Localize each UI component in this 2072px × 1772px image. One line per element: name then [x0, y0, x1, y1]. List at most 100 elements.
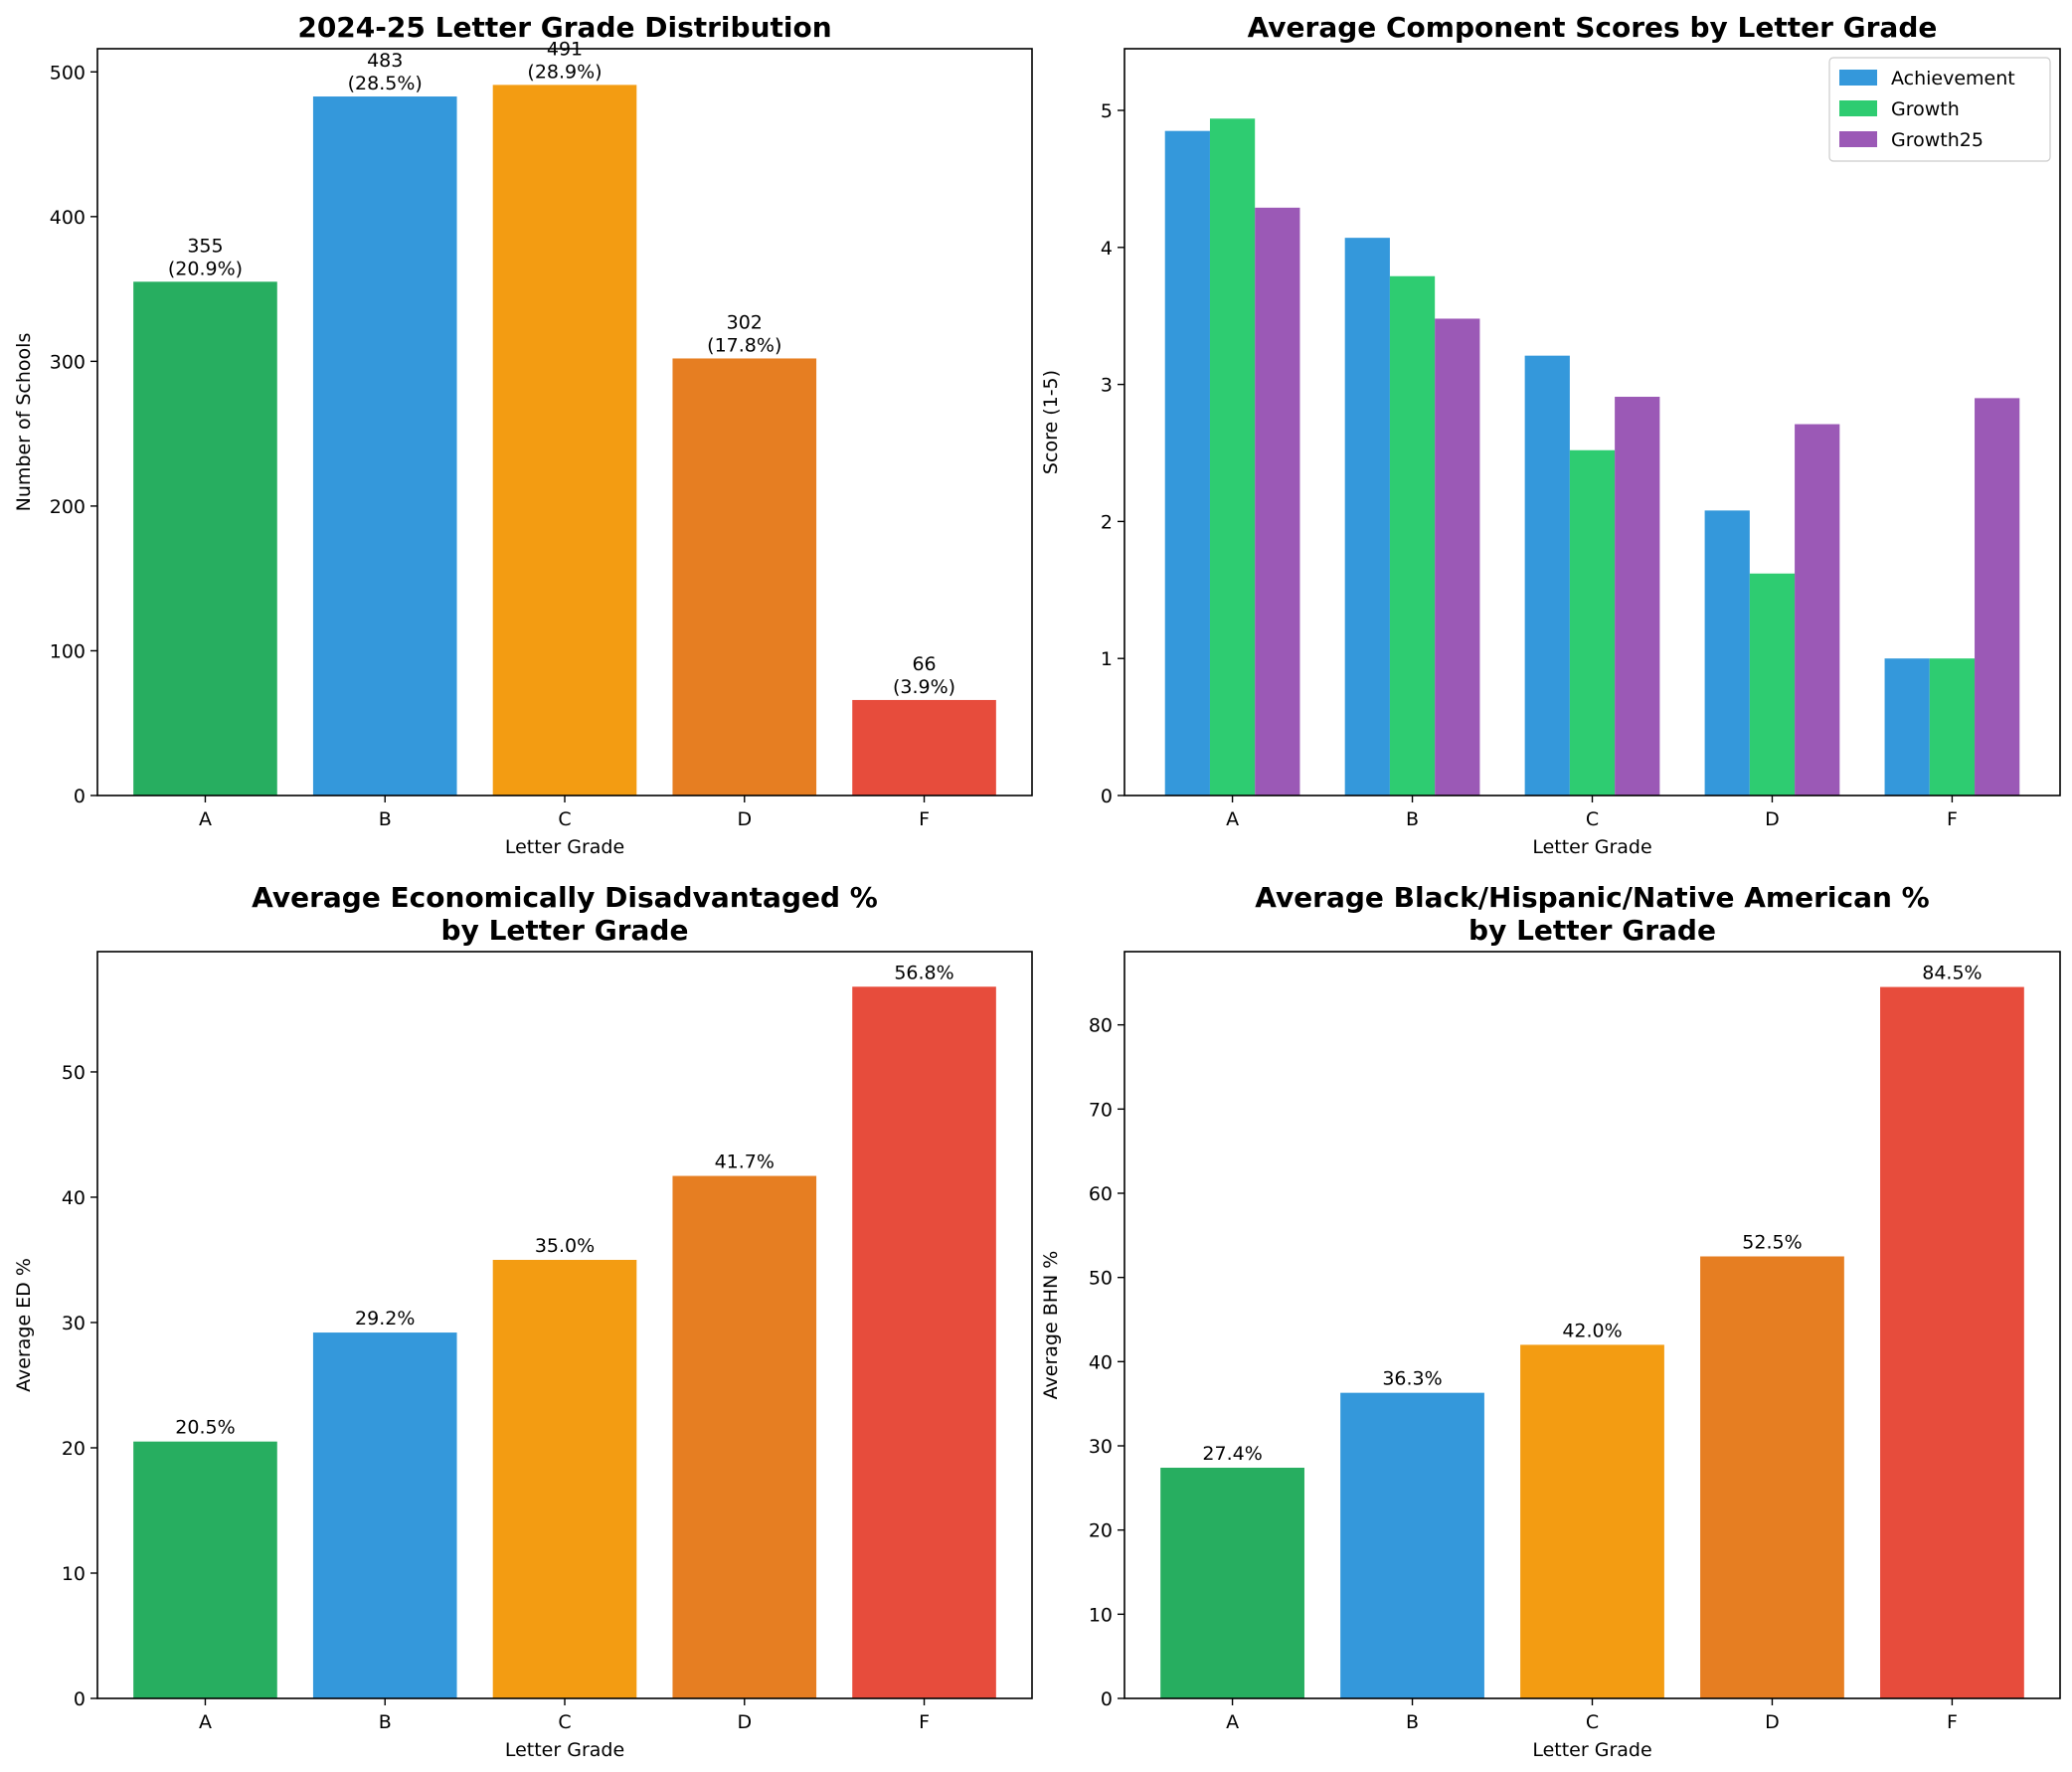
- bar-d: [1700, 1256, 1844, 1698]
- legend: Achievement Growth Growth25: [1828, 57, 2051, 162]
- bar-f: [1880, 986, 2024, 1698]
- chart-panel-2: 0 1 2 3 4 5 A B C D F Letter Grade Score (1-5) Averag…: [1040, 11, 2061, 858]
- data-label: 20.5%: [175, 1417, 235, 1439]
- x-tick-label: F: [919, 1711, 930, 1733]
- y-axis-label: Average ED %: [13, 1258, 35, 1392]
- bar-growth-a: [1209, 118, 1256, 797]
- legend-swatch: [1839, 100, 1877, 116]
- y-tick-label: 80: [1089, 1015, 1113, 1037]
- bar-achievement-b: [1344, 238, 1390, 796]
- data-label: 84.5%: [1922, 963, 1982, 984]
- y-tick-label: 50: [1089, 1268, 1113, 1290]
- legend-box: [1828, 57, 2051, 162]
- y-tick-label: 30: [1089, 1436, 1113, 1458]
- bar-achievement-c: [1524, 355, 1570, 796]
- x-tick-label: C: [1586, 808, 1599, 830]
- y-tick-label: 5: [1101, 100, 1113, 122]
- y-axis-label: Score (1-5): [1040, 370, 1062, 474]
- y-tick-label: 400: [50, 207, 86, 229]
- bar-growth25-d: [1795, 424, 1840, 796]
- y-tick-label: 30: [62, 1313, 86, 1334]
- data-label: 42.0%: [1562, 1320, 1622, 1341]
- data-label-count: 66: [912, 653, 936, 675]
- y-tick-label: 100: [50, 640, 86, 662]
- x-tick-label: F: [1947, 808, 1958, 830]
- y-tick-label: 300: [50, 351, 86, 373]
- bar-growth25-f: [1975, 398, 2020, 796]
- data-label-percent: (28.9%): [527, 61, 602, 83]
- x-tick-label: D: [737, 1711, 752, 1733]
- data-label-percent: (3.9%): [893, 676, 955, 698]
- y-tick-label: 20: [1089, 1520, 1113, 1542]
- legend-swatch: [1839, 70, 1877, 86]
- y-tick-label: 60: [1089, 1183, 1113, 1205]
- y-tick-label: 10: [1089, 1604, 1113, 1626]
- y-tick-label: 0: [1101, 1688, 1113, 1710]
- x-axis-label: Letter Grade: [505, 836, 624, 858]
- bar-growth-f: [1929, 658, 1976, 796]
- x-tick-label: C: [558, 1711, 571, 1733]
- bar-b: [1340, 1392, 1484, 1698]
- y-tick-label: 10: [62, 1563, 86, 1585]
- bar-a: [1160, 1468, 1304, 1698]
- chart-title: 2024-25 Letter Grade Distribution: [297, 11, 831, 44]
- bar-d: [672, 358, 817, 796]
- y-axis-label: Number of Schools: [13, 333, 35, 512]
- y-tick-label: 40: [1089, 1351, 1113, 1373]
- bar-achievement-a: [1164, 130, 1210, 796]
- x-tick-label: C: [558, 808, 571, 830]
- data-label-percent: (20.9%): [168, 258, 243, 279]
- bar-growth-c: [1569, 449, 1616, 796]
- bar-b: [312, 1332, 457, 1698]
- bar-growth-d: [1749, 573, 1796, 796]
- chart-title: Average Component Scores by Letter Grade: [1248, 11, 1938, 44]
- bar-growth25-b: [1435, 318, 1480, 796]
- bar-a: [133, 1441, 277, 1698]
- x-tick-label: A: [199, 808, 212, 830]
- y-tick-label: 0: [74, 786, 86, 807]
- x-tick-label: B: [1406, 808, 1419, 830]
- x-axis-label: Letter Grade: [1532, 1739, 1651, 1761]
- data-label: 52.5%: [1742, 1231, 1802, 1253]
- x-tick-label: A: [199, 1711, 212, 1733]
- data-label-count: 302: [727, 311, 763, 333]
- chart-title: by Letter Grade: [441, 914, 689, 947]
- x-tick-label: D: [1765, 808, 1780, 830]
- data-label: 29.2%: [355, 1308, 415, 1329]
- y-tick-label: 20: [62, 1438, 86, 1460]
- chart-panel-3: 20.5% 29.2% 35.0% 41.7% 56.8% 0 10 20 30 40 50 A B C D…: [13, 881, 1033, 1761]
- legend-label: Achievement: [1891, 68, 2015, 89]
- bar-d: [672, 1175, 817, 1698]
- x-tick-label: C: [1586, 1711, 1599, 1733]
- legend-swatch: [1839, 131, 1877, 147]
- x-tick-label: B: [379, 808, 392, 830]
- chart-title: Average Black/Hispanic/Native American %: [1255, 881, 1929, 914]
- bar-c: [492, 1259, 637, 1698]
- y-tick-label: 200: [50, 496, 86, 518]
- y-tick-label: 0: [1101, 786, 1113, 807]
- data-label: 36.3%: [1382, 1368, 1442, 1390]
- x-tick-label: D: [737, 808, 752, 830]
- bar-growth-b: [1389, 275, 1436, 796]
- bar-a: [133, 281, 277, 797]
- data-label-count: 483: [367, 50, 403, 72]
- x-tick-label: F: [1947, 1711, 1958, 1733]
- y-tick-label: 4: [1101, 238, 1113, 260]
- chart-title: Average Economically Disadvantaged %: [252, 881, 878, 914]
- y-tick-label: 3: [1101, 375, 1113, 397]
- data-label: 35.0%: [535, 1235, 595, 1257]
- data-label: 41.7%: [715, 1152, 775, 1173]
- bar-c: [1520, 1344, 1664, 1698]
- y-tick-label: 1: [1101, 648, 1113, 670]
- bar-growth25-c: [1615, 397, 1660, 796]
- bar-f: [852, 986, 996, 1698]
- x-tick-label: D: [1765, 1711, 1780, 1733]
- x-axis-label: Letter Grade: [505, 1739, 624, 1761]
- y-tick-label: 500: [50, 62, 86, 84]
- data-label-count: 355: [187, 235, 223, 257]
- x-tick-label: F: [919, 808, 930, 830]
- x-tick-label: A: [1226, 808, 1239, 830]
- y-tick-label: 40: [62, 1187, 86, 1209]
- bar-c: [492, 85, 637, 796]
- data-label: 27.4%: [1202, 1443, 1262, 1465]
